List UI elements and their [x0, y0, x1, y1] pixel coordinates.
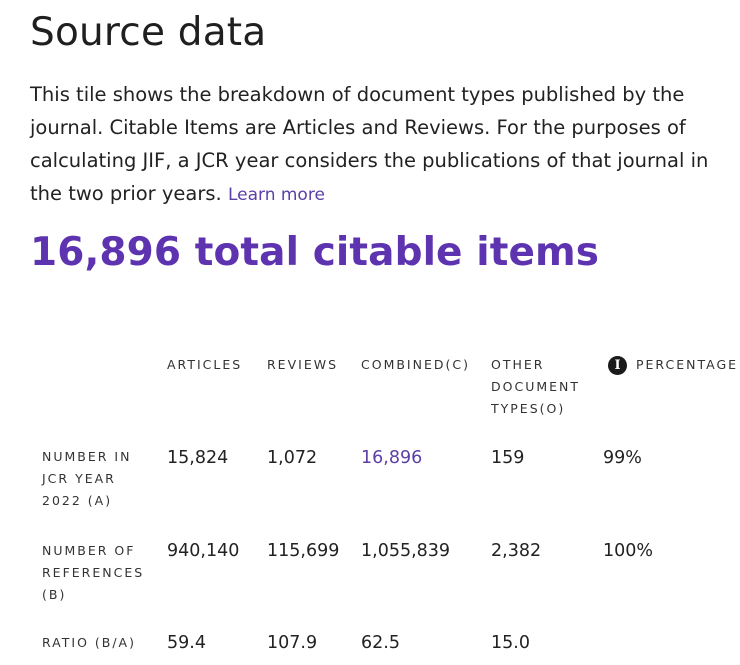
cell-reviews: 1,072: [267, 448, 318, 468]
cell-combined-link[interactable]: 16,896: [361, 448, 423, 468]
cell-other: 15.0: [491, 633, 530, 653]
cell-other: 2,382: [491, 541, 542, 561]
section-description: This tile shows the breakdown of documen…: [30, 78, 710, 212]
header-percentage-label: PERCENTAGE: [636, 357, 739, 372]
cell-combined: 1,055,839: [361, 541, 451, 561]
cell-percentage: 100%: [603, 541, 654, 561]
cell-articles: 940,140: [167, 541, 240, 561]
header-percentage: i PERCENTAGE: [608, 354, 738, 376]
header-other-document-types: OTHER DOCUMENT TYPES(O): [491, 357, 581, 416]
section-title: Source data: [30, 10, 267, 55]
cell-percentage: 99%: [603, 448, 642, 468]
cell-reviews: 115,699: [267, 541, 340, 561]
cell-articles: 15,824: [167, 448, 229, 468]
cell-combined: 62.5: [361, 633, 400, 653]
header-combined: COMBINED(C): [361, 357, 470, 372]
row-label-number-in-jcr-year: NUMBER IN JCR YEAR 2022 (A): [42, 449, 132, 508]
header-articles: ARTICLES: [167, 357, 243, 372]
cell-articles: 59.4: [167, 633, 206, 653]
row-label-ratio: RATIO (B/A): [42, 635, 136, 650]
total-citable-items: 16,896 total citable items: [30, 230, 600, 275]
cell-reviews: 107.9: [267, 633, 318, 653]
row-label-number-of-references: NUMBER OF REFERENCES (B): [42, 543, 145, 602]
description-text: This tile shows the breakdown of documen…: [30, 83, 709, 205]
cell-other: 159: [491, 448, 525, 468]
header-reviews: REVIEWS: [267, 357, 339, 372]
learn-more-link[interactable]: Learn more: [227, 185, 325, 205]
info-icon[interactable]: i: [608, 355, 627, 375]
